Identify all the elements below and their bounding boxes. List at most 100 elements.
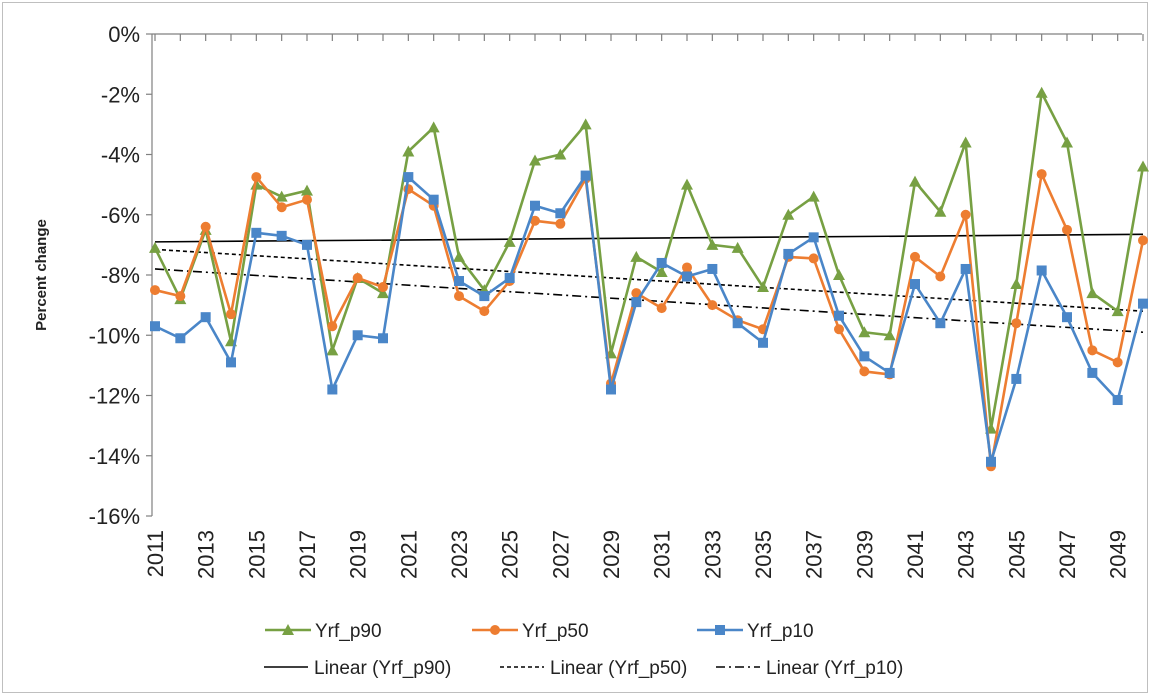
data-point [656,303,667,314]
series-line [154,174,1145,464]
data-point [732,318,743,329]
x-tick-label: 2019 [346,530,371,579]
data-point [858,326,871,338]
data-point [682,271,692,282]
data-point [530,215,540,226]
data-point [428,194,439,205]
data-point [1112,357,1123,368]
data-point [935,318,946,329]
data-point [302,239,312,250]
data-point [859,366,870,377]
data-point [377,287,389,299]
data-point [479,306,490,317]
series-yrf-p50 [150,169,1148,472]
data-point [960,209,971,220]
data-point [631,297,642,308]
data-point [150,285,160,296]
data-point [503,235,516,247]
legend-label: Yrf_p50 [522,621,589,642]
data-point [326,344,339,356]
x-tick-label: 2045 [1004,530,1029,579]
legend-item: Linear (Yrf_p10) [716,658,903,679]
data-point [1086,287,1099,299]
data-point [555,218,566,229]
x-tick-label: 2025 [498,530,523,579]
data-point [655,265,668,277]
x-tick-label: 2013 [194,530,219,579]
data-point [1010,278,1023,290]
data-point [1011,318,1022,329]
data-point [656,257,667,268]
data-point [959,136,972,148]
x-tick-label: 2011 [143,530,168,577]
x-tick-label: 2047 [1055,530,1080,579]
legend-item: Yrf_p90 [265,621,382,642]
legend-marker [282,624,294,635]
data-point [555,208,566,219]
legend: Yrf_p90 Yrf_p50 Yrf_p10 Linear (Yrf_p90) Lin… [264,621,903,679]
x-tick-label: 2041 [903,530,928,579]
data-point [327,384,338,395]
data-point [276,202,287,213]
legend-marker [715,625,725,635]
y-tick-label: -12% [89,384,140,409]
data-point [226,357,236,368]
y-tick-label: -6% [101,203,140,228]
legend-label: Yrf_p90 [315,621,382,642]
y-tick-label: 0% [108,22,140,47]
legend-label: Linear (Yrf_p50) [550,658,687,679]
data-point [1036,265,1047,276]
data-point [1111,305,1124,317]
legend-marker [490,625,500,635]
data-point [606,384,616,395]
data-point [352,273,363,284]
x-tick-label: 2023 [447,530,472,579]
data-point [378,282,388,293]
y-axis: 0% -2% -4% -6% -8% -10% -12% -14% -16% [89,22,153,529]
data-point [884,367,895,378]
data-point [1011,373,1022,384]
legend-label: Linear (Yrf_p90) [314,658,451,679]
x-tick-label: 2017 [295,530,320,579]
legend-label: Linear (Yrf_p10) [766,658,903,679]
data-point [707,300,718,311]
series-yrf-p90 [149,86,1149,434]
y-tick-label: -14% [89,444,140,469]
data-point [758,337,768,348]
data-point [808,253,819,264]
data-point [1138,298,1148,309]
data-point [149,241,161,253]
data-point [327,321,338,332]
x-tick-label: 2035 [751,530,776,579]
data-point [529,154,541,166]
data-point [454,276,464,287]
data-point [580,170,591,181]
data-point [1062,224,1072,235]
data-point [275,190,288,202]
data-point [403,172,414,183]
data-point [859,351,870,362]
data-point [935,271,946,282]
data-point [200,312,211,323]
data-point [352,330,363,341]
data-point [1138,235,1148,246]
series-line [154,172,1145,468]
data-point [782,208,795,220]
data-point [453,250,465,262]
data-point [251,227,262,238]
y-tick-label: -8% [101,263,140,288]
data-point [226,309,236,320]
data-point [479,291,490,302]
data-point [302,194,312,205]
x-tick-label: 2039 [852,530,877,579]
data-point [808,232,819,243]
y-axis-title: Percent change [33,219,50,331]
x-tick-label: 2015 [244,530,269,579]
y-tick-label: -4% [101,143,140,168]
data-point [682,262,692,273]
x-tick-label: 2029 [599,530,624,579]
data-point [530,200,540,211]
data-point [276,230,287,241]
